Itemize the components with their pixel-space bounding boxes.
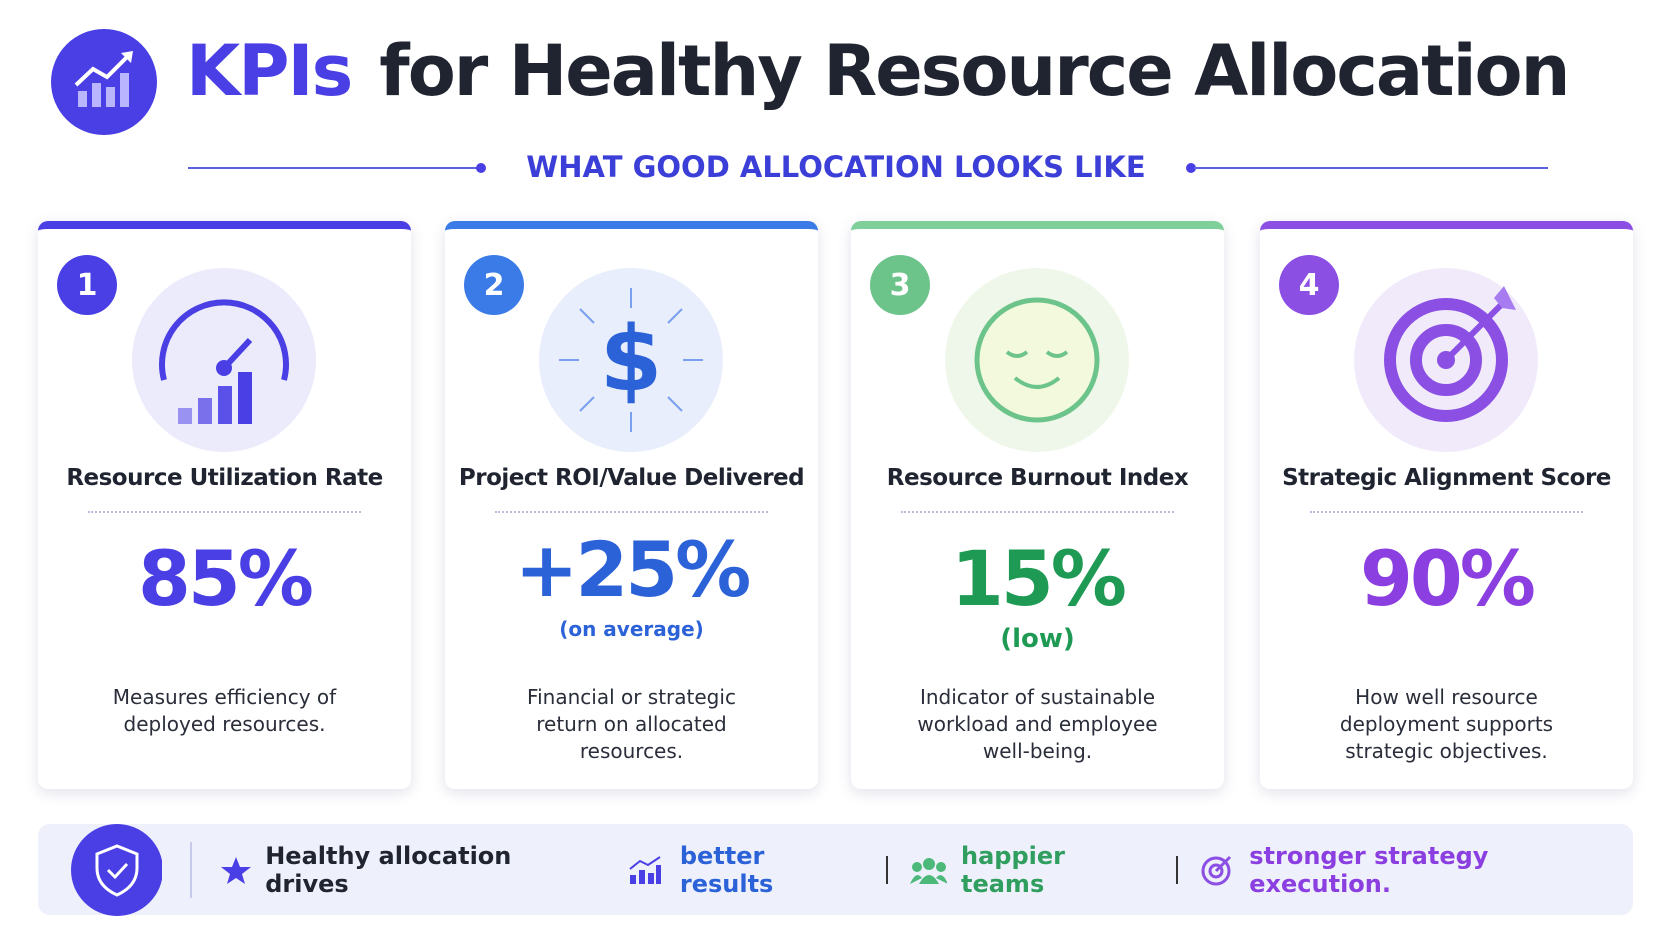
- target-icon: [1354, 268, 1538, 452]
- kpi-card: 1 Resource Utilization Rate 85% Measures…: [38, 221, 411, 789]
- card-description: Financial or strategic return on allocat…: [527, 685, 736, 763]
- footer: Healthy allocation drives better results…: [38, 823, 1633, 916]
- footer-item: stronger strategy execution.: [1249, 841, 1489, 898]
- smiley-icon: [945, 268, 1129, 452]
- card-value: +25%: [514, 525, 752, 614]
- divider: [901, 511, 1174, 513]
- target-small-icon: [1201, 855, 1231, 885]
- card-title: Resource Utilization Rate: [66, 465, 383, 491]
- kpi-card: 3 Resource Burnout Index 15% (low) Indic…: [851, 221, 1224, 789]
- card-title: Project ROI/Value Delivered: [458, 465, 805, 491]
- dollar-icon: $: [539, 268, 723, 452]
- footer-item: better results: [679, 841, 774, 898]
- footer-lead: Healthy allocation drives: [265, 841, 512, 898]
- kpi-card: 2 $ Project ROI/Value Delivered +25% (on…: [445, 221, 818, 789]
- shield-icon: [71, 823, 162, 916]
- svg-text:$: $: [600, 307, 663, 412]
- card-number: 4: [1279, 255, 1339, 315]
- footer-item: happier teams: [960, 841, 1065, 898]
- chart-icon: [629, 855, 662, 884]
- title: KPIs for Healthy Resource Allocation: [186, 30, 1570, 112]
- card-number: 1: [57, 255, 117, 315]
- divider: [1310, 511, 1583, 513]
- star-icon: [220, 856, 251, 884]
- card-title: Resource Burnout Index: [886, 465, 1189, 491]
- subtitle-rule: [188, 163, 1548, 173]
- card-title: Strategic Alignment Score: [1282, 465, 1611, 491]
- footer-separator: [1175, 855, 1178, 884]
- divider: [495, 511, 768, 513]
- kpi-card: 4 Strategic Alignment Score 90% How well…: [1260, 221, 1633, 789]
- card-value: 85%: [138, 534, 314, 623]
- footer-separator: [885, 855, 888, 884]
- team-icon: [909, 857, 947, 884]
- title-highlight: KPIs: [186, 30, 353, 112]
- footer-divider: [189, 841, 192, 898]
- title-text: for Healthy Resource Allocation: [379, 30, 1570, 112]
- header-icon: [51, 29, 157, 135]
- gauge-icon: [132, 268, 316, 452]
- card-value: 90%: [1360, 534, 1536, 623]
- card-description: Measures efficiency of deployed resource…: [112, 685, 337, 736]
- card-description: Indicator of sustainable workload and em…: [917, 685, 1158, 763]
- card-number: 3: [870, 255, 930, 315]
- card-note: (on average): [559, 617, 704, 641]
- card-value: 15%: [951, 534, 1127, 623]
- card-note: (low): [1000, 624, 1075, 654]
- subtitle: WHAT GOOD ALLOCATION LOOKS LIKE: [526, 150, 1146, 184]
- card-description: How well resource deployment supports st…: [1339, 685, 1554, 763]
- divider: [88, 511, 361, 513]
- card-number: 2: [464, 255, 524, 315]
